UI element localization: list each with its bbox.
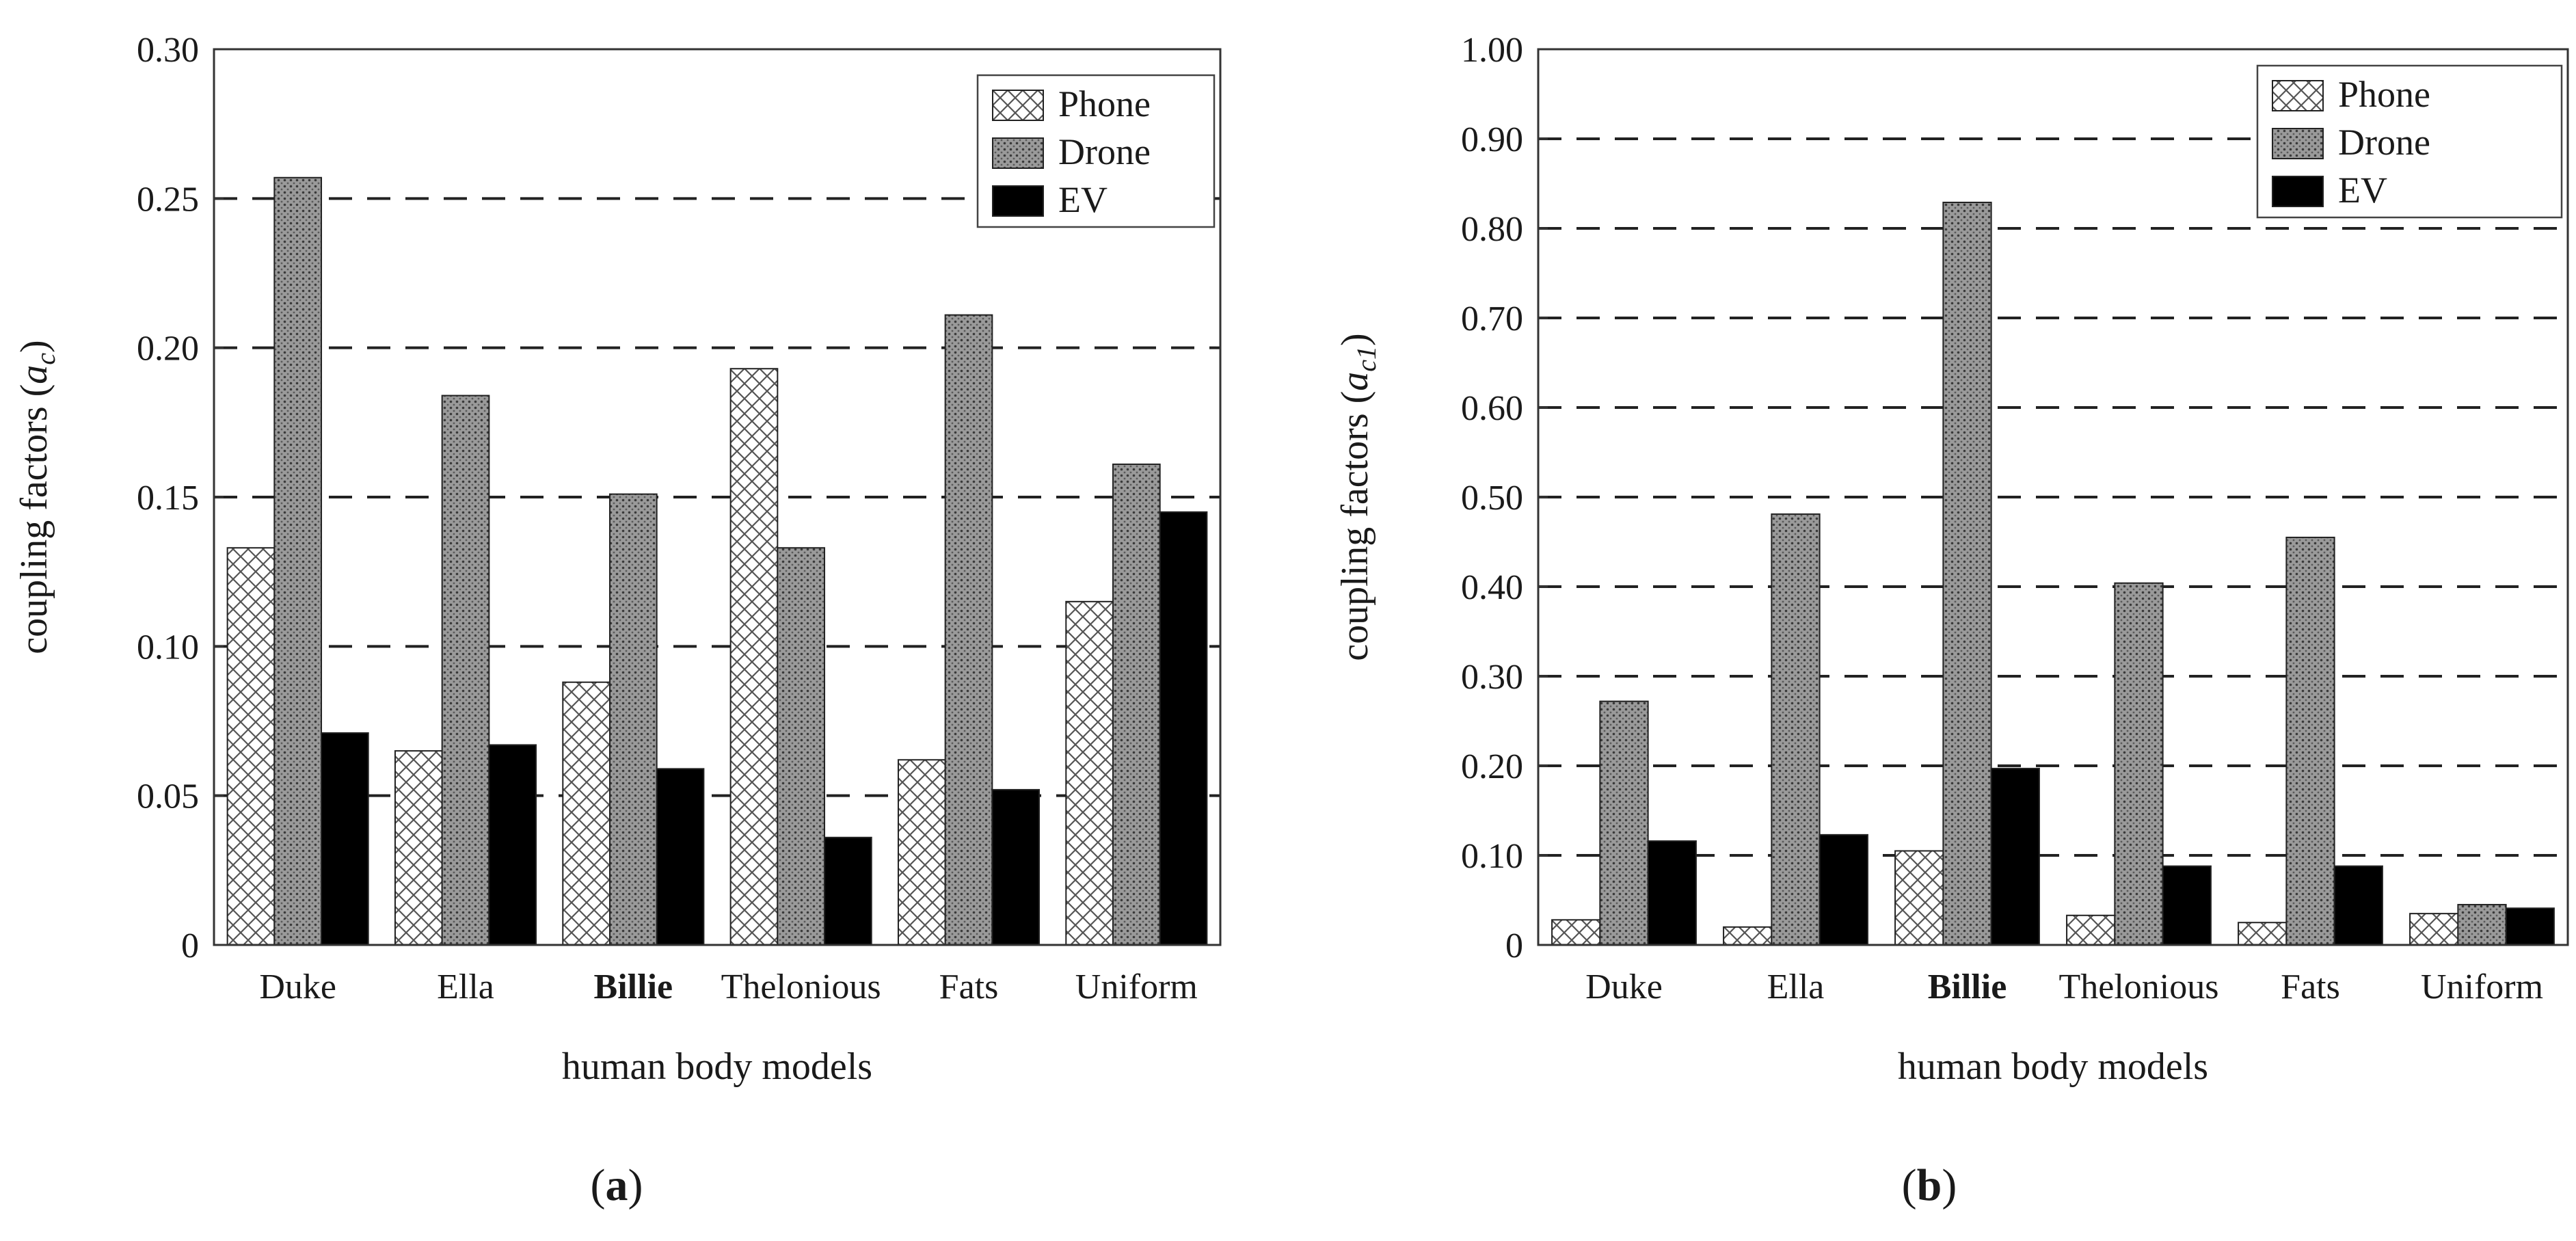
bar-a-drone-ella — [441, 395, 490, 946]
bar-a-drone-billie — [608, 493, 658, 946]
y-tick-label-b-6: 0.60 — [1461, 389, 1523, 428]
bar-a-phone-fats — [897, 759, 946, 946]
bar-a-phone-billie — [562, 681, 611, 946]
x-tick-label-b-thelonious: Thelonious — [2059, 968, 2219, 1006]
x-tick-label-a-ella: Ella — [437, 968, 494, 1006]
y-axis-label-b: coupling factors (ac1) — [1334, 333, 1382, 660]
legend-b: Phone Drone EV — [2256, 64, 2563, 219]
y-tick-label-b-0: 0 — [1505, 926, 1523, 965]
bar-b-drone-uniform — [2457, 904, 2507, 946]
bar-b-ev-fats — [2333, 865, 2383, 946]
x-tick-label-b-ella: Ella — [1767, 968, 1825, 1006]
bar-b-phone-duke — [1551, 919, 1601, 946]
y-axis-label-a: coupling factors (ac) — [13, 340, 61, 654]
bar-b-ev-thelonious — [2162, 865, 2212, 946]
legend-a: Phone Drone EV — [976, 74, 1216, 228]
x-axis-label-b: human body models — [1898, 1045, 2208, 1088]
bar-b-ev-billie — [1990, 767, 2040, 946]
x-ticks-a: Duke Ella Billie Thelonious Fats Uniform — [259, 968, 1198, 1006]
bar-a-ev-fats — [991, 788, 1041, 946]
bar-a-ev-duke — [321, 732, 369, 946]
y-tick-label-a-2: 0.10 — [137, 628, 199, 667]
bar-a-drone-fats — [944, 314, 993, 946]
y-tick-label-b-3: 0.30 — [1461, 658, 1523, 697]
x-ticks-b: Duke Ella Billie Thelonious Fats Uniform — [1585, 968, 2543, 1006]
bar-b-phone-thelonious — [2066, 914, 2116, 946]
y-tick-label-a-3: 0.15 — [137, 479, 199, 518]
y-tick-label-b-2: 0.20 — [1461, 747, 1523, 786]
gridlines-a — [214, 197, 1220, 797]
x-tick-label-a-duke: Duke — [259, 968, 336, 1006]
bar-a-phone-thelonious — [729, 368, 779, 946]
legend-label-a-drone: Drone — [1058, 131, 1151, 172]
x-tick-label-a-fats: Fats — [939, 968, 999, 1006]
bar-a-ev-ella — [488, 744, 537, 946]
bar-b-ev-ella — [1819, 833, 1868, 946]
bar-b-drone-billie — [1942, 202, 1992, 946]
y-tick-label-b-1: 0.10 — [1461, 837, 1523, 876]
x-tick-label-b-billie: Billie — [1928, 968, 2007, 1006]
x-tick-label-a-billie: Billie — [594, 968, 673, 1006]
bar-a-drone-duke — [273, 176, 323, 946]
y-ticks-a: 0 0.05 0.10 0.15 0.20 0.25 0.30 — [137, 31, 224, 965]
y-tick-label-a-0: 0 — [181, 926, 199, 965]
bar-b-phone-ella — [1723, 926, 1773, 946]
bar-b-drone-fats — [2285, 536, 2335, 946]
panel-caption-b: (b) — [1902, 1160, 1957, 1210]
legend-label-b-phone: Phone — [2338, 74, 2430, 115]
y-tick-label-b-5: 0.50 — [1461, 479, 1523, 518]
bar-b-drone-ella — [1771, 513, 1821, 946]
bar-b-ev-duke — [1647, 840, 1697, 946]
legend-swatch-b-phone — [2272, 80, 2324, 111]
legend-swatch-a-ev — [992, 185, 1044, 217]
x-tick-label-b-fats: Fats — [2281, 968, 2340, 1006]
y-tick-label-b-9: 0.90 — [1461, 120, 1523, 159]
chart-panel-a: 0 0.05 0.10 0.15 0.20 0.25 0.30 Duke Ella Billie… — [13, 31, 1222, 1210]
bars-b — [1551, 202, 2555, 946]
gridlines-b — [1538, 137, 2568, 857]
y-tick-label-a-6: 0.30 — [137, 31, 199, 70]
x-tick-label-a-uniform: Uniform — [1075, 968, 1198, 1006]
bar-a-phone-duke — [226, 547, 276, 946]
legend-swatch-a-phone — [992, 90, 1044, 121]
bar-a-phone-uniform — [1065, 600, 1114, 946]
y-tick-label-b-7: 0.70 — [1461, 299, 1523, 338]
bar-b-phone-billie — [1894, 850, 1944, 946]
bars-a — [226, 176, 1208, 946]
y-tick-label-b-10: 1.00 — [1461, 31, 1523, 70]
y-tick-label-a-5: 0.25 — [137, 180, 199, 219]
bar-a-drone-uniform — [1112, 463, 1161, 946]
bar-b-phone-uniform — [2409, 913, 2459, 946]
y-tick-label-b-4: 0.40 — [1461, 568, 1523, 607]
y-tick-label-a-1: 0.05 — [137, 777, 199, 816]
y-tick-label-a-4: 0.20 — [137, 330, 199, 369]
legend-label-a-ev: EV — [1058, 179, 1108, 220]
x-tick-label-a-thelonious: Thelonious — [721, 968, 881, 1006]
y-tick-label-b-8: 0.80 — [1461, 210, 1523, 249]
y-ticks-b: 0 0.10 0.20 0.30 0.40 0.50 0.60 0.70 0.80 0.90 1.0… — [1461, 31, 1548, 965]
legend-swatch-b-ev — [2272, 176, 2324, 207]
x-tick-label-b-duke: Duke — [1585, 968, 1663, 1006]
panel-caption-a: (a) — [591, 1160, 643, 1210]
legend-label-b-ev: EV — [2338, 170, 2387, 211]
x-axis-label-a: human body models — [562, 1045, 872, 1088]
legend-swatch-a-drone — [992, 137, 1044, 169]
bar-a-phone-ella — [394, 750, 443, 946]
bar-a-ev-billie — [656, 768, 705, 946]
x-tick-label-b-uniform: Uniform — [2421, 968, 2543, 1006]
legend-label-b-drone: Drone — [2338, 122, 2430, 163]
bar-a-ev-thelonious — [824, 836, 872, 946]
bar-a-drone-thelonious — [777, 547, 826, 946]
bar-b-drone-thelonious — [2114, 582, 2164, 946]
bar-a-ev-uniform — [1159, 511, 1208, 946]
legend-label-a-phone: Phone — [1058, 83, 1151, 124]
bar-b-phone-fats — [2238, 922, 2287, 946]
bar-b-ev-uniform — [2505, 907, 2555, 946]
legend-swatch-b-drone — [2272, 128, 2324, 159]
bar-b-drone-duke — [1599, 700, 1649, 946]
chart-panel-b: 0 0.10 0.20 0.30 0.40 0.50 0.60 0.70 0.80 0.90 1.0… — [1334, 31, 2569, 1210]
